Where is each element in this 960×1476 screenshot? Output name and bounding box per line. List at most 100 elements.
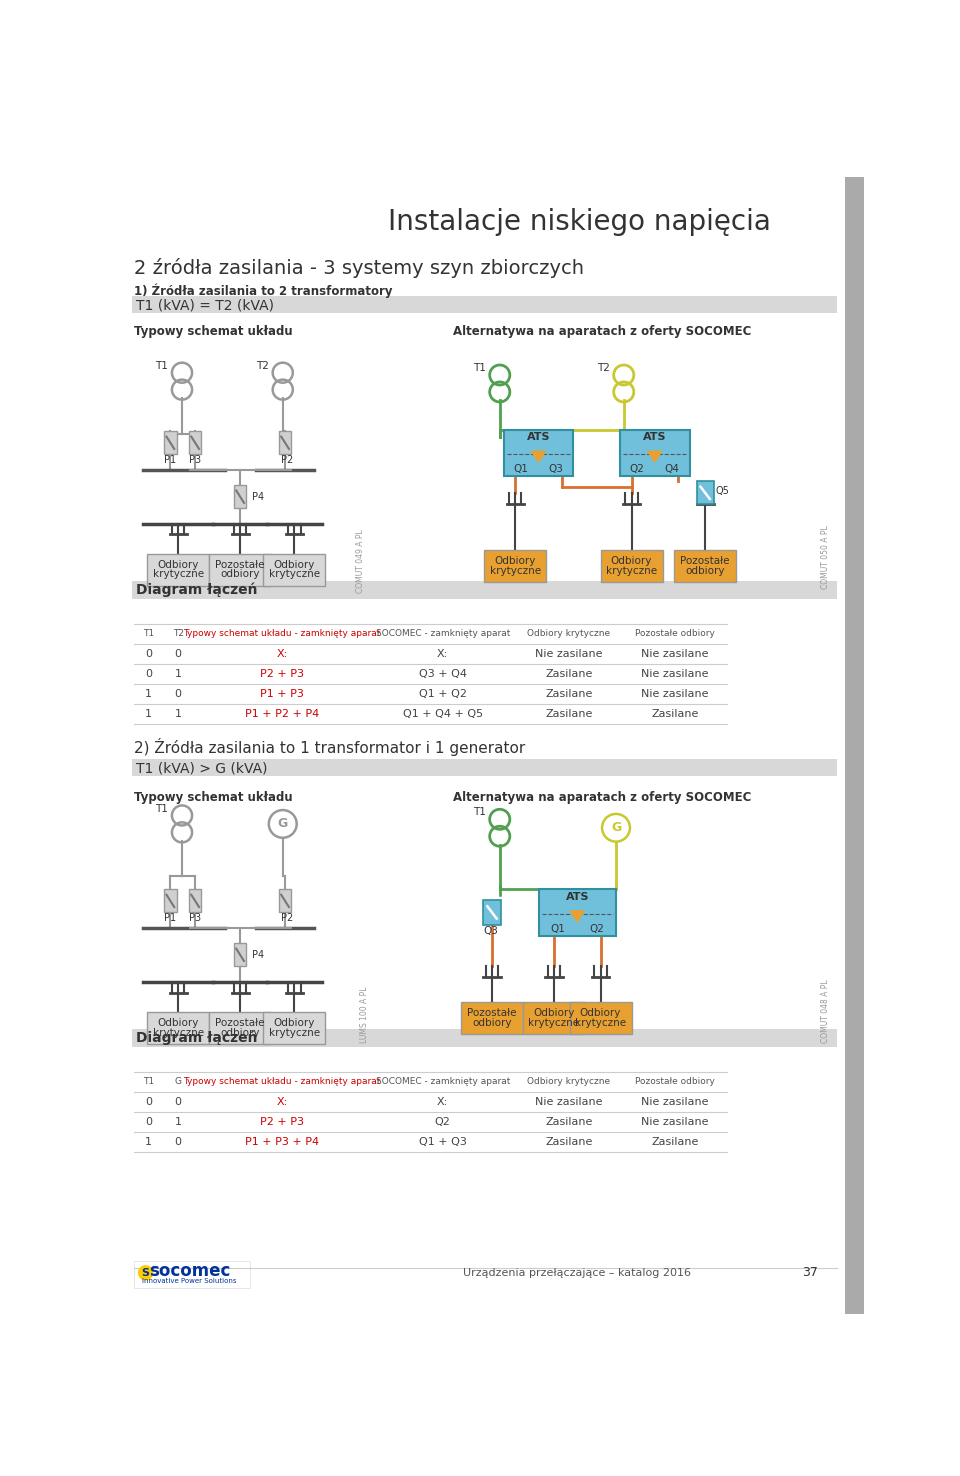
Text: Nie zasilane: Nie zasilane — [641, 1117, 708, 1126]
FancyBboxPatch shape — [189, 890, 202, 912]
FancyBboxPatch shape — [147, 554, 209, 586]
Text: P2: P2 — [281, 912, 294, 922]
FancyBboxPatch shape — [209, 1013, 271, 1044]
FancyBboxPatch shape — [523, 1002, 585, 1035]
Text: Typowy schemat układu - zamknięty aparat: Typowy schemat układu - zamknięty aparat — [183, 629, 381, 638]
Text: Q1 + Q4 + Q5: Q1 + Q4 + Q5 — [403, 708, 483, 719]
Text: P2 + P3: P2 + P3 — [260, 669, 304, 679]
Text: Odbiory: Odbiory — [274, 1018, 315, 1029]
Text: T1 (kVA) > G (kVA): T1 (kVA) > G (kVA) — [135, 762, 267, 775]
Text: 0: 0 — [175, 689, 181, 698]
Text: S: S — [141, 1268, 150, 1278]
Text: Q2: Q2 — [589, 924, 604, 934]
Text: Q1 + Q2: Q1 + Q2 — [419, 689, 467, 698]
Text: Pozostałe: Pozostałe — [215, 1018, 265, 1029]
Text: 0: 0 — [175, 1137, 181, 1147]
Text: 2 źródła zasilania - 3 systemy szyn zbiorczych: 2 źródła zasilania - 3 systemy szyn zbio… — [134, 258, 584, 277]
Text: 0: 0 — [145, 669, 153, 679]
FancyBboxPatch shape — [164, 890, 177, 912]
Text: P1: P1 — [164, 912, 177, 922]
Text: T1: T1 — [143, 1077, 155, 1086]
Text: P4: P4 — [252, 951, 264, 959]
Text: Diagram łączeń: Diagram łączeń — [135, 1030, 257, 1045]
FancyBboxPatch shape — [461, 1002, 523, 1035]
Text: Q4: Q4 — [664, 463, 680, 474]
Text: Zasilane: Zasilane — [651, 708, 699, 719]
Text: Q1 + Q3: Q1 + Q3 — [419, 1137, 467, 1147]
FancyBboxPatch shape — [132, 759, 837, 776]
Text: P3: P3 — [189, 455, 202, 465]
Text: 0: 0 — [145, 1117, 153, 1126]
Text: COMUT 049 A PL: COMUT 049 A PL — [356, 530, 365, 593]
Text: Pozostałe: Pozostałe — [215, 561, 265, 570]
Text: COMUT 048 A PL: COMUT 048 A PL — [821, 980, 829, 1044]
Text: Zasilane: Zasilane — [545, 1137, 592, 1147]
Circle shape — [138, 1265, 154, 1281]
Text: krytyczne: krytyczne — [490, 565, 540, 576]
FancyBboxPatch shape — [263, 554, 325, 586]
Text: Diagram łączeń: Diagram łączeń — [135, 583, 257, 598]
Polygon shape — [532, 452, 545, 462]
FancyBboxPatch shape — [845, 177, 864, 1314]
FancyBboxPatch shape — [484, 900, 500, 925]
Text: krytyczne: krytyczne — [269, 570, 320, 580]
Text: P4: P4 — [252, 492, 264, 502]
Text: Urządzenia przełączające – katalog 2016: Urządzenia przełączające – katalog 2016 — [464, 1268, 691, 1278]
Text: Innovative Power Solutions: Innovative Power Solutions — [142, 1278, 237, 1284]
FancyBboxPatch shape — [132, 297, 837, 313]
Text: Odbiory: Odbiory — [580, 1008, 621, 1018]
Text: P1 + P2 + P4: P1 + P2 + P4 — [245, 708, 319, 719]
Text: G: G — [277, 818, 288, 831]
Text: Q2: Q2 — [630, 463, 645, 474]
Text: P1 + P3: P1 + P3 — [260, 689, 304, 698]
Text: P2 + P3: P2 + P3 — [260, 1117, 304, 1126]
Text: Nie zasilane: Nie zasilane — [641, 689, 708, 698]
FancyBboxPatch shape — [484, 549, 546, 582]
Text: 2) Źródła zasilania to 1 transformator i 1 generator: 2) Źródła zasilania to 1 transformator i… — [134, 738, 525, 756]
FancyBboxPatch shape — [234, 943, 247, 967]
FancyBboxPatch shape — [147, 1013, 209, 1044]
Text: T1: T1 — [473, 807, 486, 818]
Text: Odbiory: Odbiory — [157, 561, 199, 570]
Text: Pozostałe odbiory: Pozostałe odbiory — [635, 1077, 715, 1086]
FancyBboxPatch shape — [504, 430, 573, 475]
Polygon shape — [570, 911, 585, 921]
Polygon shape — [648, 452, 661, 462]
Text: T1 (kVA) = T2 (kVA): T1 (kVA) = T2 (kVA) — [135, 298, 274, 313]
Text: Odbiory krytyczne: Odbiory krytyczne — [527, 629, 611, 638]
Text: 1: 1 — [145, 708, 153, 719]
FancyBboxPatch shape — [132, 580, 837, 599]
Text: Nie zasilane: Nie zasilane — [641, 669, 708, 679]
Text: Zasilane: Zasilane — [545, 689, 592, 698]
FancyBboxPatch shape — [263, 1013, 325, 1044]
Text: Nie zasilane: Nie zasilane — [641, 1097, 708, 1107]
FancyBboxPatch shape — [601, 549, 662, 582]
Text: Q1: Q1 — [514, 463, 529, 474]
Text: Odbiory: Odbiory — [534, 1008, 575, 1018]
Text: Pozostałe: Pozostałe — [468, 1008, 516, 1018]
Text: 0: 0 — [145, 649, 153, 658]
Text: Pozostałe odbiory: Pozostałe odbiory — [635, 629, 715, 638]
FancyBboxPatch shape — [209, 554, 271, 586]
Text: krytyczne: krytyczne — [153, 570, 204, 580]
Text: Typowy schemat układu: Typowy schemat układu — [134, 325, 293, 338]
Text: Odbiory: Odbiory — [611, 556, 652, 567]
Text: Instalacje niskiego napięcia: Instalacje niskiego napięcia — [388, 208, 771, 236]
Text: Zasilane: Zasilane — [545, 1117, 592, 1126]
Text: Zasilane: Zasilane — [545, 708, 592, 719]
Text: SOCOMEC - zamknięty aparat: SOCOMEC - zamknięty aparat — [375, 1077, 510, 1086]
Text: X:: X: — [437, 1097, 448, 1107]
Text: Q2: Q2 — [435, 1117, 451, 1126]
Text: Odbiory krytyczne: Odbiory krytyczne — [527, 1077, 611, 1086]
FancyBboxPatch shape — [278, 431, 291, 455]
FancyBboxPatch shape — [697, 481, 713, 505]
FancyBboxPatch shape — [134, 1261, 251, 1289]
Text: Odbiory: Odbiory — [157, 1018, 199, 1029]
Text: Zasilane: Zasilane — [651, 1137, 699, 1147]
Text: T1: T1 — [143, 629, 155, 638]
Text: 1: 1 — [175, 669, 181, 679]
Text: 1) Źródła zasilania to 2 transformatory: 1) Źródła zasilania to 2 transformatory — [134, 283, 393, 298]
Text: G: G — [175, 1077, 181, 1086]
Text: Typowy schemat układu: Typowy schemat układu — [134, 791, 293, 804]
Text: 0: 0 — [145, 1097, 153, 1107]
